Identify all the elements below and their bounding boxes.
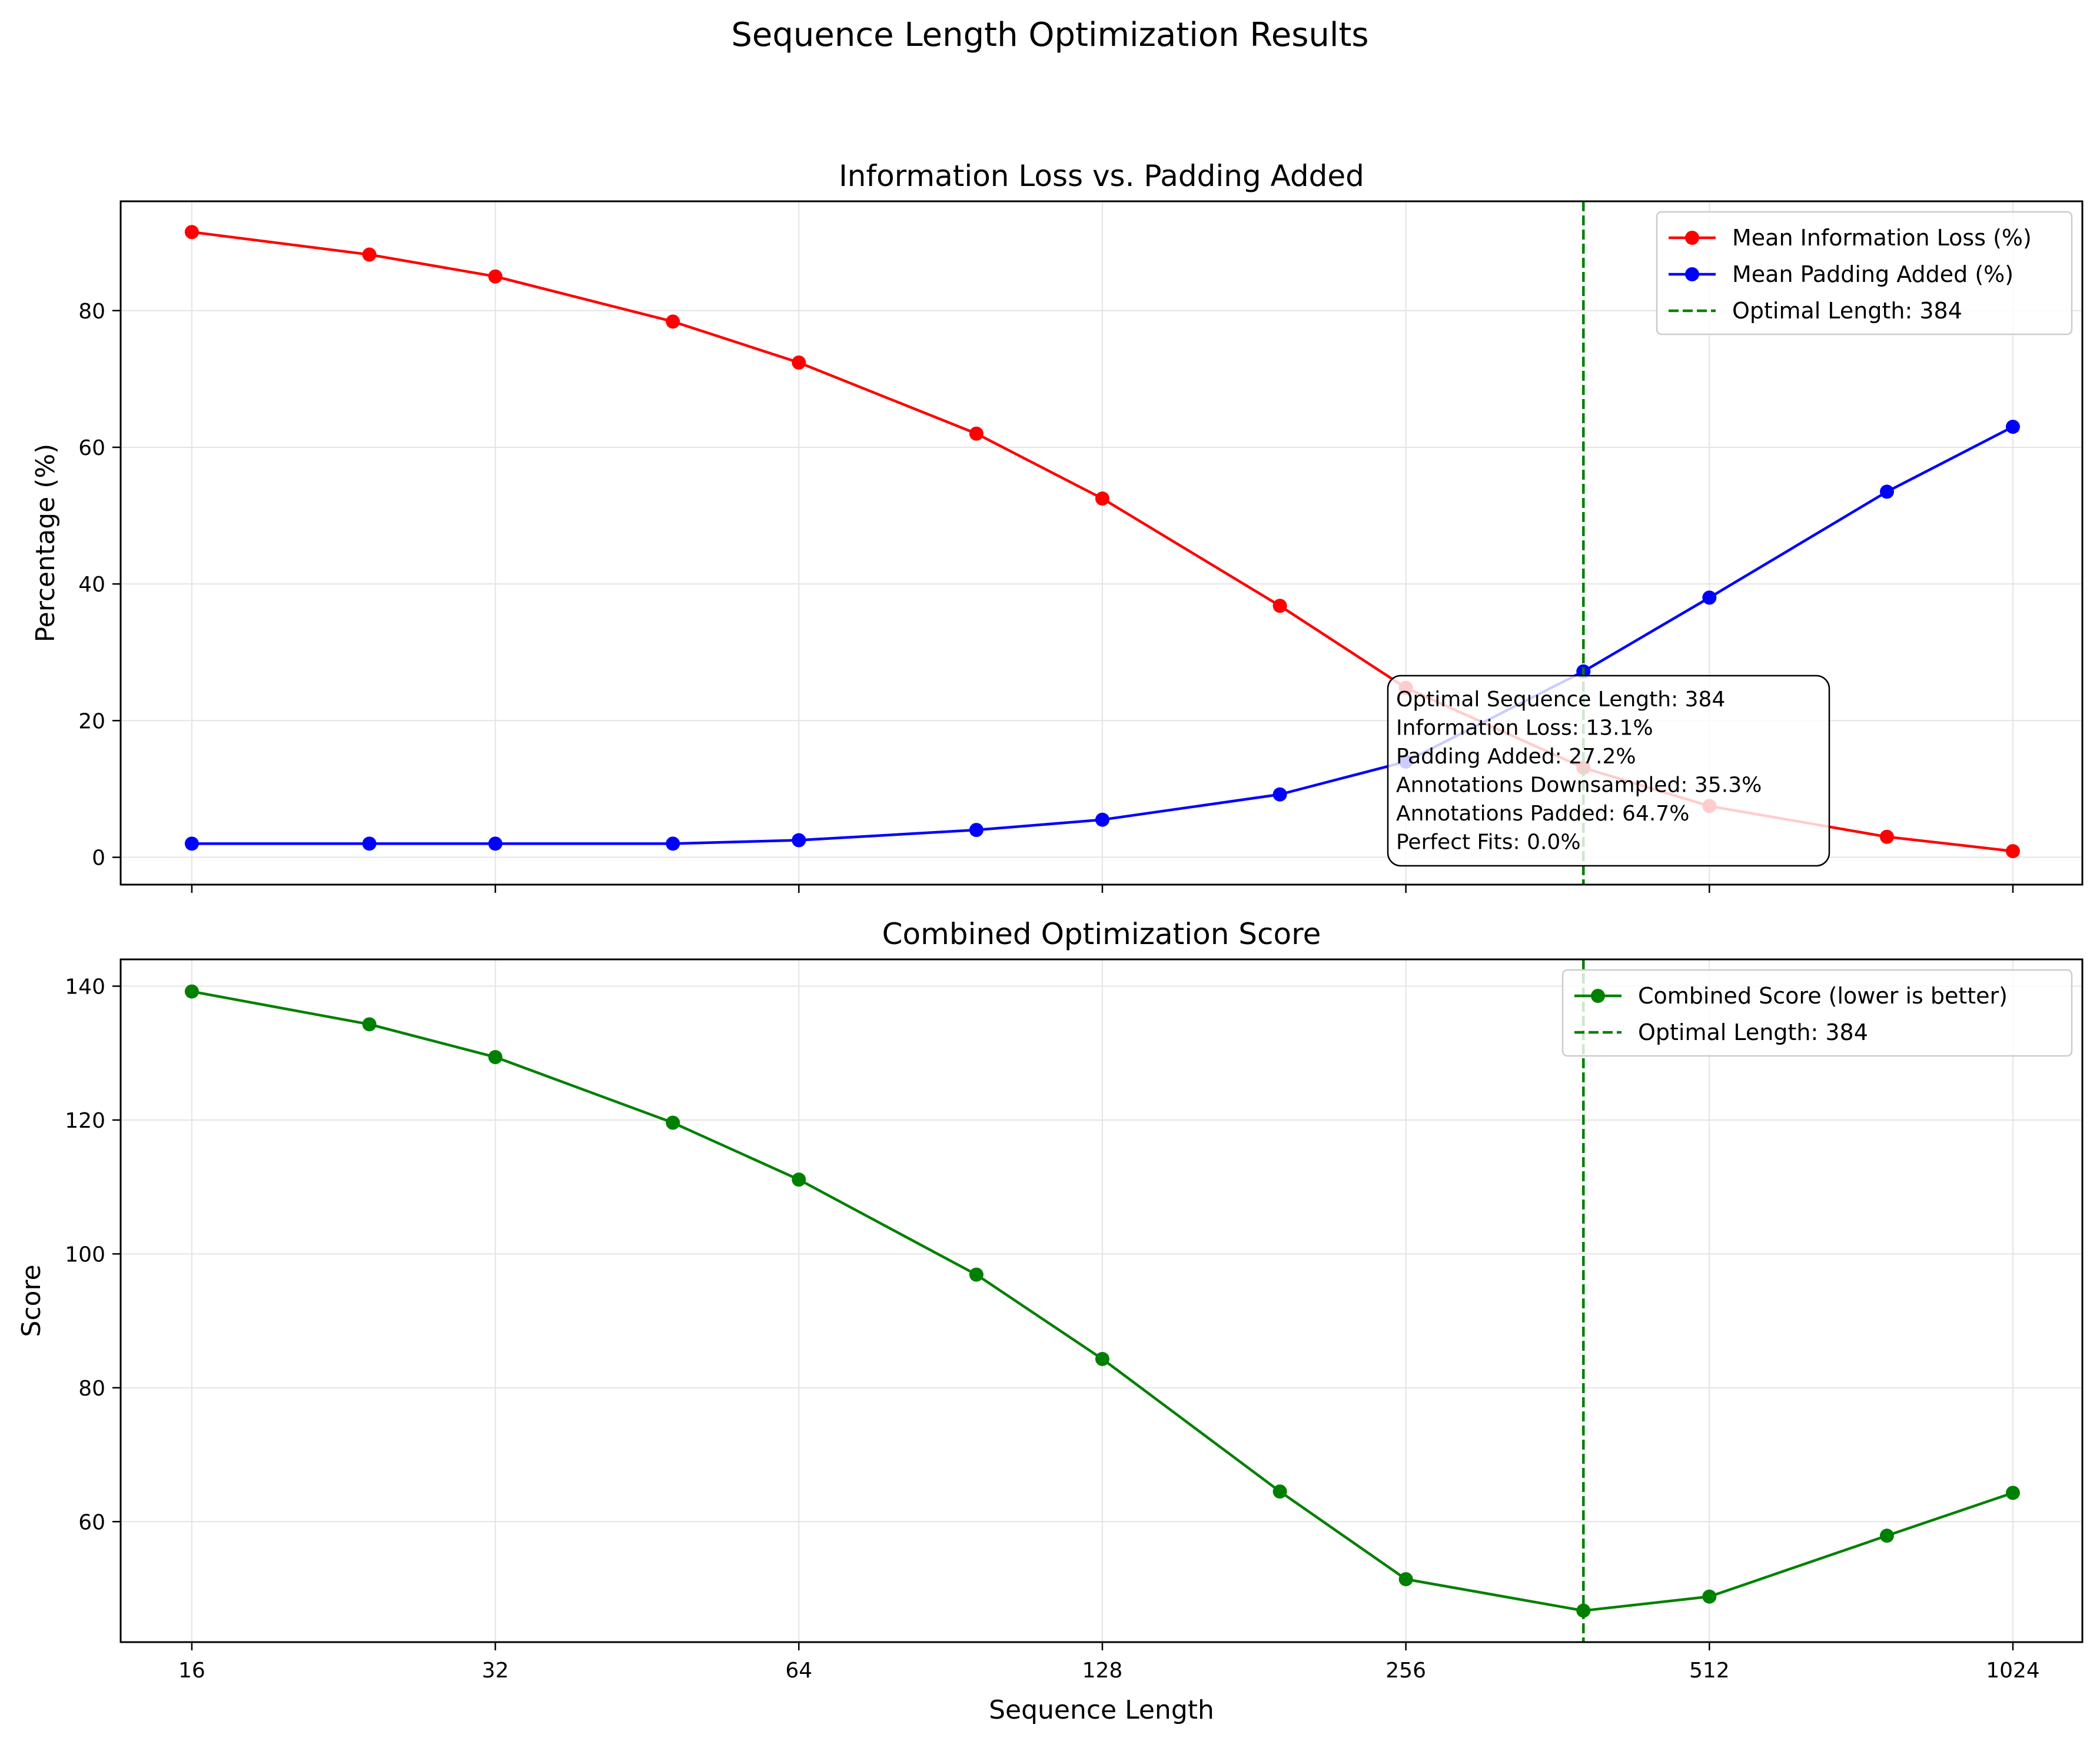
chart-title: Combined Optimization Score — [882, 917, 1321, 951]
data-point — [1879, 829, 1894, 844]
data-point — [666, 1115, 680, 1130]
data-point — [1095, 1351, 1109, 1366]
y-tick-label: 80 — [78, 300, 105, 324]
data-point — [792, 1172, 806, 1187]
legend-label: Combined Score (lower is better) — [1638, 983, 2008, 1009]
legend-label: Optimal Length: 384 — [1732, 298, 1962, 324]
data-point — [488, 1050, 503, 1065]
data-point — [362, 836, 377, 851]
legend-label: Mean Information Loss (%) — [1732, 225, 2032, 251]
data-point — [792, 355, 806, 370]
data-point — [488, 836, 503, 851]
chart-title: Information Loss vs. Padding Added — [839, 159, 1364, 193]
data-point — [1398, 1572, 1413, 1587]
data-point — [488, 269, 503, 284]
y-tick-label: 20 — [78, 709, 105, 733]
y-tick-label: 80 — [78, 1377, 105, 1401]
data-point — [1095, 491, 1109, 506]
data-point — [184, 225, 199, 240]
axes-frame — [119, 200, 2084, 886]
annotation-line: Perfect Fits: 0.0% — [1396, 830, 1581, 855]
x-tick-label: 1024 — [1986, 1659, 2040, 1683]
data-point — [792, 833, 806, 848]
data-point — [184, 836, 199, 851]
legend-box — [1656, 211, 2073, 335]
annotation-line: Annotations Padded: 64.7% — [1396, 802, 1689, 826]
legend-marker — [1685, 231, 1699, 245]
legend-marker — [1685, 267, 1699, 281]
legend-label: Optimal Length: 384 — [1638, 1019, 1868, 1045]
x-tick-label: 64 — [785, 1659, 812, 1683]
axes-frame — [119, 958, 2084, 1643]
data-point — [184, 984, 199, 999]
data-point — [1702, 1589, 1717, 1604]
x-axis-label: Sequence Length — [989, 1695, 1214, 1725]
y-tick-label: 140 — [65, 975, 105, 999]
figure-suptitle: Sequence Length Optimization Results — [731, 16, 1368, 54]
annotation-line: Optimal Sequence Length: 384 — [1396, 687, 1725, 712]
data-point — [2006, 1486, 2021, 1500]
y-tick-label: 0 — [92, 846, 105, 870]
chart-panel-2: Combined Optimization Score 60 80 100 120 140… — [16, 917, 2084, 1725]
annotation-box — [1387, 675, 1830, 867]
data-point — [362, 1017, 377, 1032]
data-point — [2006, 844, 2021, 859]
data-point — [969, 1267, 983, 1282]
y-tick-label: 60 — [78, 1510, 105, 1534]
annotation-line: Annotations Downsampled: 35.3% — [1396, 773, 1762, 798]
x-tick-label: 128 — [1082, 1659, 1123, 1683]
annotation-line: Information Loss: 13.1% — [1396, 716, 1653, 740]
data-point — [969, 426, 983, 441]
x-tick-label: 32 — [482, 1659, 509, 1683]
data-point — [969, 823, 983, 838]
annotation-line: Padding Added: 27.2% — [1396, 745, 1636, 769]
data-point — [666, 314, 680, 329]
data-point — [666, 836, 680, 851]
data-point — [2006, 420, 2021, 434]
x-tick-label: 512 — [1689, 1659, 1730, 1683]
legend-label: Mean Padding Added (%) — [1732, 261, 2013, 287]
x-tick-label: 16 — [178, 1659, 205, 1683]
data-point — [1272, 599, 1287, 613]
y-axis-label: Percentage (%) — [31, 444, 61, 643]
data-point — [1272, 1484, 1287, 1499]
data-point — [1095, 812, 1109, 827]
legend-marker — [1591, 989, 1605, 1003]
data-point — [362, 247, 377, 262]
data-point — [1272, 787, 1287, 802]
y-tick-label: 40 — [78, 573, 105, 597]
legend-box — [1561, 969, 2073, 1057]
y-axis-label: Score — [16, 1264, 46, 1337]
data-point — [1879, 1529, 1894, 1543]
y-tick-label: 60 — [78, 436, 105, 460]
y-tick-label: 120 — [65, 1109, 105, 1133]
chart-panel-1: Information Loss vs. Padding Added 0 20 40 6… — [31, 159, 2084, 893]
data-point — [1879, 484, 1894, 499]
x-tick-label: 256 — [1385, 1659, 1426, 1683]
data-point — [1702, 590, 1717, 605]
y-tick-label: 100 — [65, 1242, 105, 1267]
